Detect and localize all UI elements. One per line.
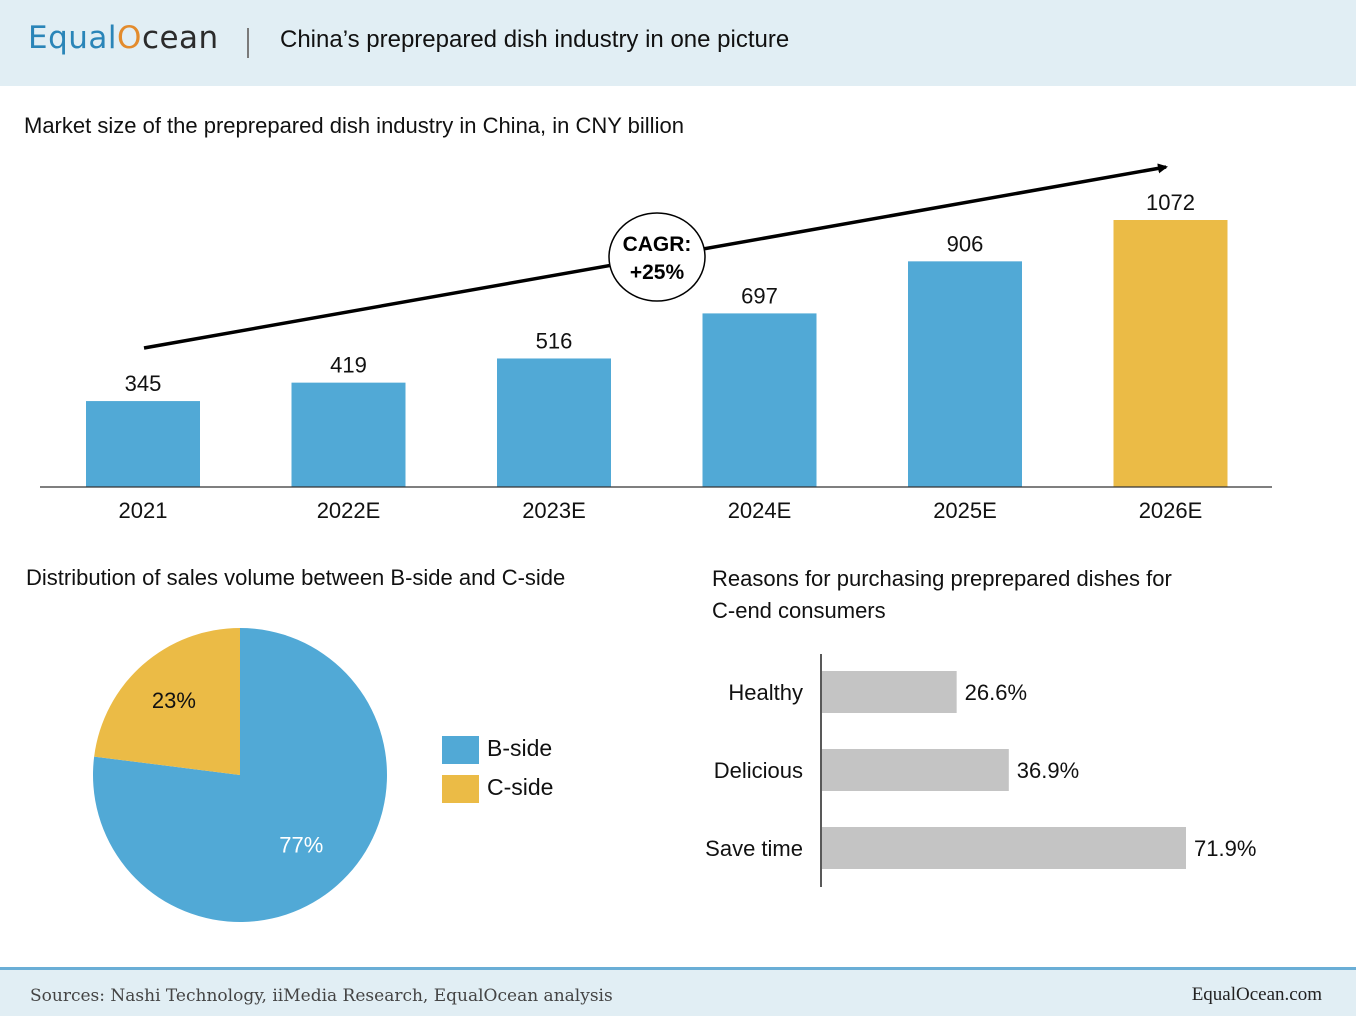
header-banner: EqualOcean China’s preprepared dish indu… xyxy=(0,0,1356,86)
legend-label-c-side: C-side xyxy=(487,774,554,800)
x-tick-2024e: 2024E xyxy=(728,498,792,523)
footer-brand-link[interactable]: EqualOcean.com xyxy=(1191,984,1322,1005)
reason-label-delicious: Delicious xyxy=(714,758,803,783)
cagr-badge: CAGR: +25% xyxy=(608,212,706,302)
equalocean-logo[interactable]: EqualOcean xyxy=(28,20,219,56)
bar-value-2026e: 1072 xyxy=(1146,190,1195,215)
market-size-bar-chart: 345 2021 419 2022E 516 2023E 697 2024E 906 2025E 1… xyxy=(40,163,1272,523)
pie-label-b-side: 77% xyxy=(279,832,323,857)
legend-label-b-side: B-side xyxy=(487,735,553,761)
bar-value-2025e: 906 xyxy=(947,231,984,256)
bar-value-2021: 345 xyxy=(125,371,162,396)
logo-text-cean: cean xyxy=(141,20,219,56)
cagr-value: +25% xyxy=(630,261,685,284)
reason-label-save-time: Save time xyxy=(705,836,803,861)
reason-bar-delicious xyxy=(822,749,1009,791)
legend-item-b-side: B-side xyxy=(442,734,582,766)
distribution-title: Distribution of sales volume between B-s… xyxy=(26,565,566,590)
x-tick-2023e: 2023E xyxy=(522,498,586,523)
pie-label-c-side: 23% xyxy=(152,688,196,713)
footer-bar xyxy=(0,970,1356,1016)
bar-2025e xyxy=(908,261,1022,487)
reason-bar-healthy xyxy=(822,671,957,713)
bar-2022e xyxy=(291,382,406,487)
legend-swatch-c-side xyxy=(442,775,479,803)
bar-2026e xyxy=(1113,220,1228,487)
pie-slice-c-side xyxy=(94,628,240,775)
bar-2021 xyxy=(86,401,200,487)
header-divider xyxy=(247,28,249,58)
reason-label-healthy: Healthy xyxy=(728,680,803,705)
footer-divider xyxy=(0,967,1356,970)
reason-value-save-time: 71.9% xyxy=(1194,836,1256,861)
cagr-ellipse xyxy=(608,212,706,302)
bar-2024e xyxy=(702,313,817,487)
x-tick-2022e: 2022E xyxy=(317,498,381,523)
sources-note: Sources: Nashi Technology, iiMedia Resea… xyxy=(30,986,613,1006)
bar-value-2024e: 697 xyxy=(741,283,778,308)
reason-value-healthy: 26.6% xyxy=(965,680,1027,705)
x-tick-2025e: 2025E xyxy=(933,498,997,523)
market-size-title: Market size of the preprepared dish indu… xyxy=(24,113,684,138)
reasons-title-line1: Reasons for purchasing preprepared dishe… xyxy=(712,566,1172,591)
cagr-label: CAGR: xyxy=(623,233,692,256)
bar-value-2022e: 419 xyxy=(330,353,367,378)
reason-value-delicious: 36.9% xyxy=(1017,758,1079,783)
legend-swatch-b-side xyxy=(442,736,479,764)
x-tick-2026e: 2026E xyxy=(1139,498,1203,523)
reasons-title-line2: C-end consumers xyxy=(712,598,886,623)
logo-text-equal: Equal xyxy=(28,20,118,56)
legend-item-c-side: C-side xyxy=(442,773,582,805)
bar-value-2023e: 516 xyxy=(536,328,573,353)
x-tick-2021: 2021 xyxy=(119,498,168,523)
logo-text-o: O xyxy=(117,20,142,56)
bar-2023e xyxy=(497,358,611,487)
page-title: China’s preprepared dish industry in one… xyxy=(280,26,790,53)
reason-bar-save-time xyxy=(822,827,1186,869)
